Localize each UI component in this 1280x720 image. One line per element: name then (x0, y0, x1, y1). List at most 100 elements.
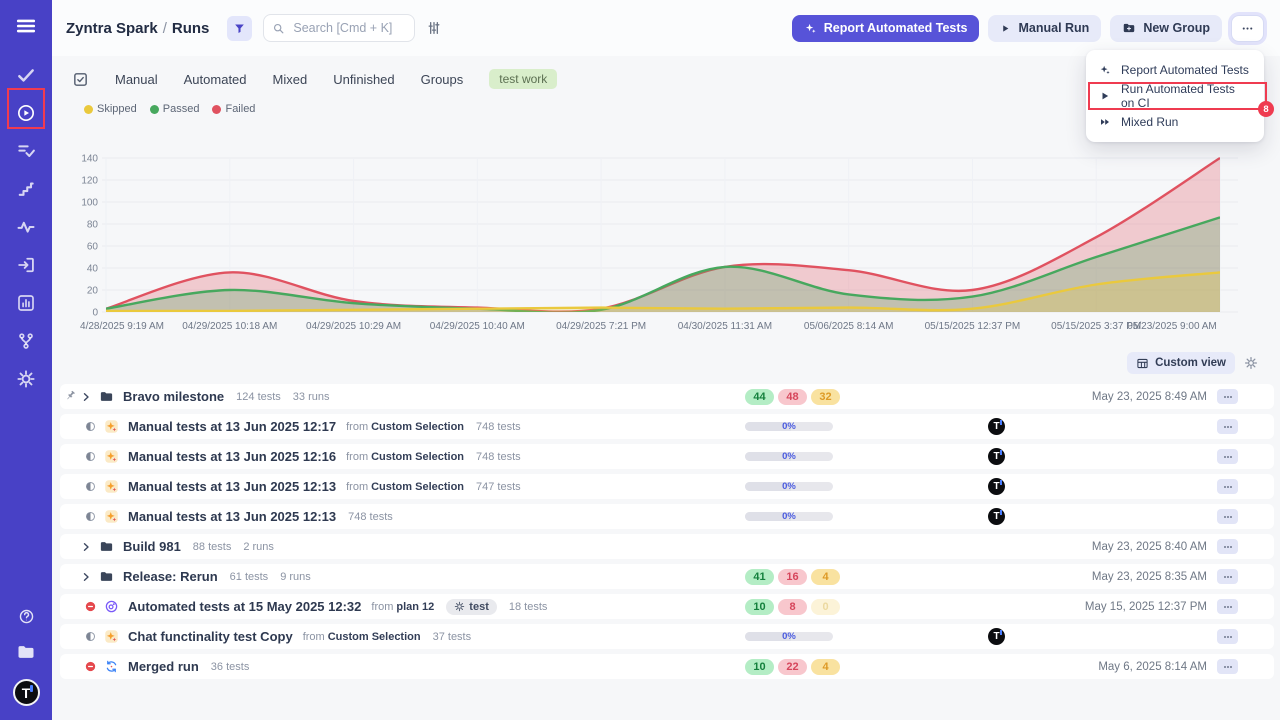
projects-button[interactable] (16, 642, 36, 662)
custom-view-button[interactable]: Custom view (1127, 352, 1235, 374)
tab-unfinished[interactable]: Unfinished (333, 71, 395, 87)
from-label: from (302, 630, 325, 643)
row-more-button[interactable] (1217, 599, 1238, 614)
sidebar-item-milestones[interactable] (0, 170, 52, 208)
breadcrumb[interactable]: Zyntra Spark / Runs (66, 20, 209, 37)
manual-run-button[interactable]: Manual Run (988, 14, 1102, 42)
row-more-button[interactable] (1217, 659, 1238, 674)
expand-chevron-icon[interactable] (80, 391, 92, 403)
assignee-letter: T (993, 481, 1000, 492)
from-label: from (346, 420, 369, 433)
new-group-button[interactable]: New Group (1110, 14, 1222, 42)
run-name[interactable]: Manual tests at 13 Jun 2025 12:17 (128, 419, 337, 434)
run-name[interactable]: Manual tests at 13 Jun 2025 12:13 (128, 479, 337, 494)
row-more-button[interactable] (1217, 509, 1238, 524)
table-row[interactable]: Chat functinality test Copy from Custom Se… (60, 624, 1274, 649)
skipped-count-badge: 0 (811, 598, 840, 615)
more-icon (1222, 631, 1234, 643)
table-row[interactable]: Bravo milestone 124 tests 33 runs 44 48 32 May… (60, 384, 1274, 409)
sidebar-item-plans[interactable] (0, 132, 52, 170)
assignee-avatar[interactable]: T (988, 418, 1005, 435)
search-input[interactable] (291, 20, 407, 36)
legend-label: Passed (162, 103, 200, 115)
breadcrumb-project[interactable]: Zyntra Spark (66, 19, 158, 37)
tag-badge[interactable]: test (446, 598, 497, 615)
from-value: Custom Selection (371, 450, 465, 463)
row-more-button[interactable] (1217, 389, 1238, 404)
sidebar-item-runs[interactable] (0, 94, 52, 132)
menu-item-run-automated-tests-on-ci[interactable]: Run Automated Tests on CI 8 (1086, 82, 1274, 117)
workspace-avatar[interactable]: T (12, 679, 40, 706)
menu-item-label: Run Automated Tests on CI (1121, 82, 1235, 110)
sidebar-item-settings[interactable] (0, 360, 52, 398)
sliders-icon[interactable] (426, 20, 442, 36)
run-name[interactable]: Manual tests at 13 Jun 2025 12:13 (128, 509, 337, 524)
tab-automated[interactable]: Automated (183, 71, 247, 87)
run-name[interactable]: Chat functinality test Copy (128, 629, 293, 644)
tab-mixed[interactable]: Mixed (272, 71, 308, 87)
row-more-button[interactable] (1217, 419, 1238, 434)
progress-bar: 0% (745, 482, 833, 491)
runs-area-chart[interactable]: 0 20 40 60 80 100 120 140 4/28/2025 9:19 AM 04/29… (60, 126, 1245, 340)
menu-item-mixed-run[interactable]: Mixed Run (1086, 109, 1264, 135)
folder-icon (99, 569, 114, 584)
sidebar-item-analytics[interactable] (0, 284, 52, 322)
legend-item-failed[interactable]: Failed (212, 103, 255, 115)
table-row[interactable]: Release: Rerun 61 tests 9 runs 41 16 4 May 23,… (60, 564, 1274, 589)
table-row[interactable]: Manual tests at 13 Jun 2025 12:17 from Cus… (60, 414, 1274, 439)
assignee-avatar[interactable]: T (988, 448, 1005, 465)
assignee-avatar[interactable]: T (988, 628, 1005, 645)
avatar-accent (1000, 510, 1002, 515)
row-more-button[interactable] (1217, 479, 1238, 494)
row-more-button[interactable] (1217, 629, 1238, 644)
sidebar-item-traceability[interactable] (0, 322, 52, 360)
assignee-avatar[interactable]: T (988, 508, 1005, 525)
checklist-icon[interactable] (72, 71, 89, 88)
hamburger-menu-button[interactable] (0, 0, 52, 52)
more-icon (1240, 21, 1255, 36)
active-filter-badge[interactable]: test work (489, 69, 558, 89)
sidebar-item-pulse[interactable] (0, 208, 52, 246)
globe-icon (84, 630, 97, 643)
progress-bar: 0% (745, 422, 833, 431)
menu-item-report-automated-tests[interactable]: Report Automated Tests (1086, 57, 1264, 83)
sparkle-icon (1099, 64, 1111, 76)
run-name[interactable]: Release: Rerun (123, 569, 218, 584)
new-group-label: New Group (1143, 21, 1210, 35)
filter-button[interactable] (227, 15, 253, 41)
assignee-avatar[interactable]: T (988, 478, 1005, 495)
svg-text:05/23/2025 9:00 AM: 05/23/2025 9:00 AM (1127, 321, 1217, 332)
table-row[interactable]: Manual tests at 13 Jun 2025 12:13 748 tes… (60, 504, 1274, 529)
run-name[interactable]: Build 981 (123, 539, 181, 554)
more-actions-button[interactable] (1231, 14, 1264, 42)
table-row[interactable]: Manual tests at 13 Jun 2025 12:16 from Cus… (60, 444, 1274, 469)
tab-groups[interactable]: Groups (420, 71, 464, 87)
view-settings-gear-icon[interactable] (1244, 356, 1258, 370)
run-name[interactable]: Bravo milestone (123, 389, 225, 404)
run-name[interactable]: Automated tests at 15 May 2025 12:32 (128, 599, 362, 614)
search-box[interactable] (263, 14, 416, 42)
sidebar-item-imports[interactable] (0, 246, 52, 284)
row-more-button[interactable] (1217, 449, 1238, 464)
run-source: from plan 12 (371, 601, 434, 613)
row-more-button[interactable] (1217, 569, 1238, 584)
legend-item-passed[interactable]: Passed (149, 103, 200, 115)
sidebar-nav (0, 56, 52, 398)
sidebar-item-tests[interactable] (0, 56, 52, 94)
help-button[interactable] (18, 608, 35, 625)
progress-label: 0% (782, 512, 796, 521)
run-name[interactable]: Manual tests at 13 Jun 2025 12:16 (128, 449, 337, 464)
expand-chevron-icon[interactable] (80, 541, 92, 553)
table-row[interactable]: Automated tests at 15 May 2025 12:32 from… (60, 594, 1274, 619)
report-automated-tests-button[interactable]: Report Automated Tests (791, 14, 980, 42)
table-row[interactable]: Manual tests at 13 Jun 2025 12:13 from Cus… (60, 474, 1274, 499)
globe-icon (84, 420, 97, 433)
tab-manual[interactable]: Manual (115, 71, 158, 87)
tests-count: 36 tests (210, 660, 250, 673)
row-more-button[interactable] (1217, 539, 1238, 554)
legend-item-skipped[interactable]: Skipped (84, 103, 137, 115)
run-name[interactable]: Merged run (128, 659, 199, 674)
table-row[interactable]: Merged run 36 tests 10 22 4 May 6, 2025 8:14 … (60, 654, 1274, 679)
table-row[interactable]: Build 981 88 tests 2 runs May 23, 2025 8:40… (60, 534, 1274, 559)
expand-chevron-icon[interactable] (80, 571, 92, 583)
